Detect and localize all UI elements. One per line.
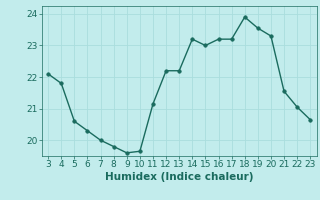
X-axis label: Humidex (Indice chaleur): Humidex (Indice chaleur) xyxy=(105,172,253,182)
